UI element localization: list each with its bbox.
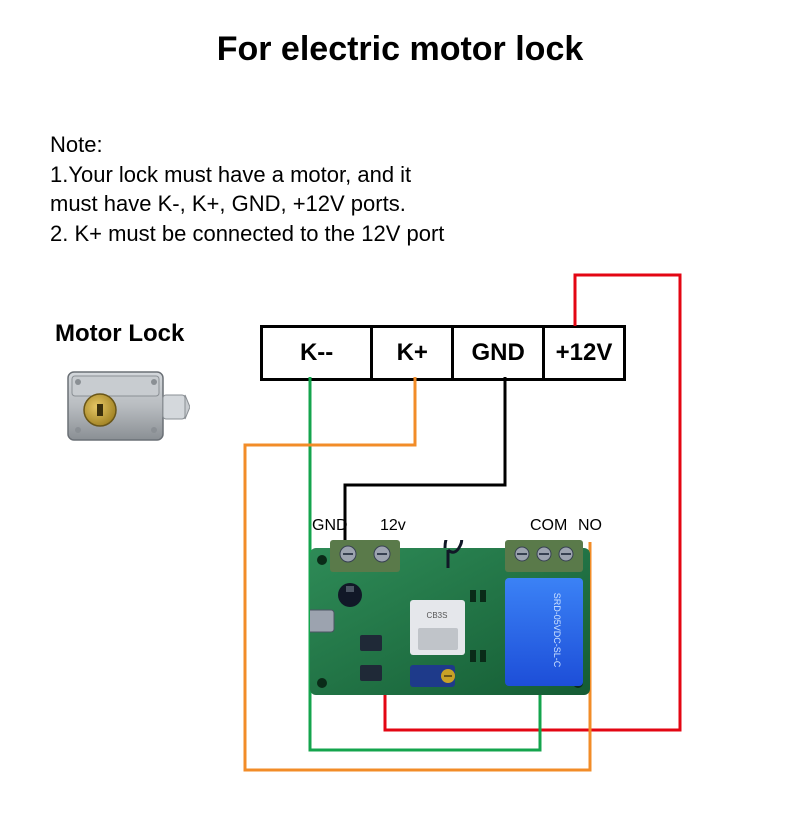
pin-label-com: COM bbox=[530, 517, 567, 535]
relay-module-icon: SRD-05VDC-SL-C CB3S bbox=[310, 540, 590, 695]
terminal-k-minus: K-- bbox=[263, 328, 373, 378]
motor-lock-icon bbox=[60, 360, 190, 450]
note-line-1: 1.Your lock must have a motor, and it bbox=[50, 160, 444, 190]
note-block: Note: 1.Your lock must have a motor, and… bbox=[50, 130, 444, 249]
page-title: For electric motor lock bbox=[0, 30, 800, 69]
terminal-k-plus: K+ bbox=[373, 328, 454, 378]
svg-text:SRD-05VDC-SL-C: SRD-05VDC-SL-C bbox=[552, 593, 562, 668]
terminal-gnd: GND bbox=[454, 328, 545, 378]
note-line-3: 2. K+ must be connected to the 12V port bbox=[50, 219, 444, 249]
pin-label-no: NO bbox=[578, 517, 602, 535]
wire-black bbox=[345, 377, 505, 542]
pin-label-gnd: GND bbox=[312, 517, 348, 535]
motor-lock-label: Motor Lock bbox=[55, 320, 184, 348]
svg-text:CB3S: CB3S bbox=[427, 611, 448, 620]
note-heading: Note: bbox=[50, 130, 444, 160]
terminal-12v: +12V bbox=[545, 328, 623, 378]
note-line-2: must have K-, K+, GND, +12V ports. bbox=[50, 189, 444, 219]
pin-label-12v: 12v bbox=[380, 517, 406, 535]
terminal-block: K-- K+ GND +12V bbox=[260, 325, 626, 381]
